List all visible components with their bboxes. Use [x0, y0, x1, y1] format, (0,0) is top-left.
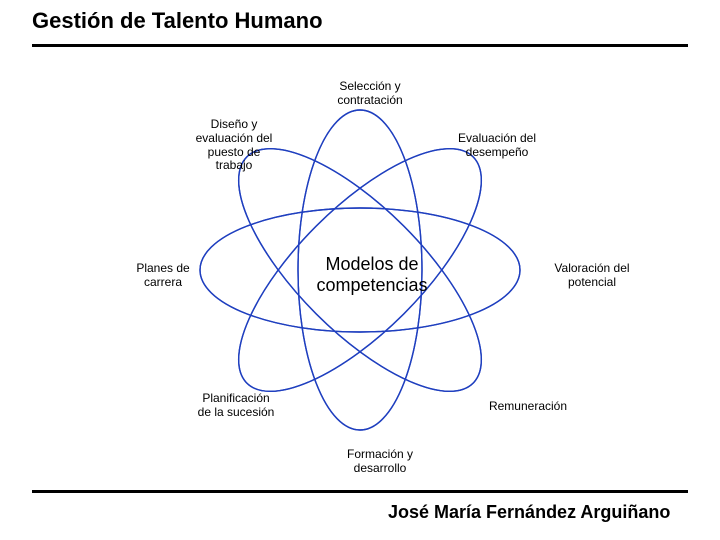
petal-label-seleccion: Selección y contratación: [310, 80, 430, 108]
footer-author: José María Fernández Arguiñano: [388, 502, 670, 523]
petal-label-remuneracion: Remuneración: [468, 400, 588, 414]
petal-label-planificacion: Planificación de la sucesión: [176, 392, 296, 420]
petal-label-planes: Planes de carrera: [108, 262, 218, 290]
petal-label-formacion: Formación y desarrollo: [320, 448, 440, 476]
page-title: Gestión de Talento Humano: [32, 8, 323, 34]
center-label: Modelos de competencias: [292, 254, 452, 295]
bottom-rule: [32, 490, 688, 493]
petal-label-diseno: Diseño y evaluación del puesto de trabaj…: [174, 118, 294, 173]
page-root: Gestión de Talento Humano Modelos de com…: [0, 0, 720, 540]
top-rule: [32, 44, 688, 47]
petal-label-valoracion: Valoración del potencial: [532, 262, 652, 290]
petal-label-evaluacion: Evaluación del desempeño: [432, 132, 562, 160]
